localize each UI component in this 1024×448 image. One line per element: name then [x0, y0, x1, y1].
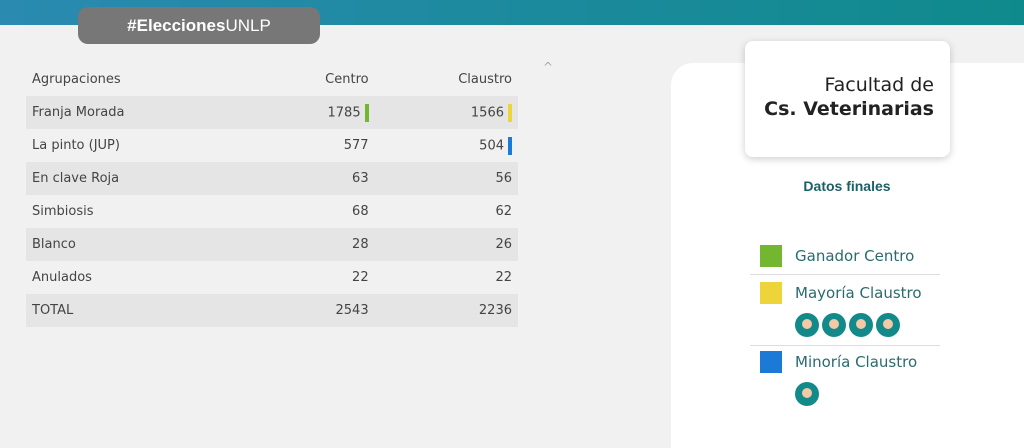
header: Centro	[325, 72, 369, 87]
cell-text: 2236	[478, 303, 512, 318]
cell-text: 1566	[470, 105, 504, 120]
cell: Franja Morada	[26, 96, 254, 129]
cell: Blanco	[26, 228, 254, 261]
table-row: En clave Roja 63 56	[26, 162, 518, 195]
cell-text: Franja Morada	[32, 105, 125, 120]
divider	[750, 345, 940, 346]
cell: 577	[254, 129, 375, 162]
faculty-card: Facultad de Cs. Veterinarias	[745, 41, 950, 157]
indicator	[508, 103, 512, 122]
table-row: TOTAL 2543 2236	[26, 294, 518, 327]
cell-text: 504	[479, 138, 504, 153]
avatars	[795, 382, 819, 406]
faculty-line1: Facultad de	[824, 74, 934, 96]
cell-text: 577	[343, 138, 369, 153]
cell: En clave Roja	[26, 162, 254, 195]
cell-text: TOTAL	[32, 303, 74, 318]
results-table: Agrupaciones Centro Claustro Franja Morada…	[26, 63, 518, 327]
header: Claustro	[458, 72, 512, 87]
cell: Simbiosis	[26, 195, 254, 228]
cell: 63	[253, 162, 375, 195]
table-row: Franja Morada 1785 1566	[26, 96, 518, 129]
cell: Anulados	[26, 261, 254, 294]
sort-caret[interactable]: ^	[543, 60, 554, 74]
cell: 22	[375, 261, 518, 294]
cell: 2236	[374, 294, 518, 327]
legend-label: Mayoría Claustro	[795, 284, 922, 302]
cell: 1785	[253, 96, 375, 129]
cell: 22	[254, 261, 375, 294]
cell: 2543	[253, 294, 375, 327]
cell-text: 22	[495, 270, 512, 285]
table-row: Anulados 22 22	[26, 261, 518, 294]
cell-text: 63	[352, 171, 369, 186]
legend-item: Mayoría Claustro	[750, 282, 940, 342]
avatars	[795, 313, 900, 337]
cell-text: 1785	[327, 105, 361, 120]
table-row: Blanco 28 26	[26, 228, 518, 261]
cell-text: 2543	[335, 303, 369, 318]
table-row: Simbiosis 68 62	[26, 195, 518, 228]
cell: 68	[254, 195, 375, 228]
indicator	[364, 103, 369, 122]
cell-text: Blanco	[32, 237, 76, 252]
cell-text: 62	[495, 204, 512, 219]
cell: 62	[375, 195, 518, 228]
cell: TOTAL	[26, 294, 254, 327]
cell: 26	[374, 228, 518, 261]
tag-regular: UNLP	[225, 16, 271, 35]
divider	[750, 274, 940, 275]
legend-label: Ganador Centro	[795, 247, 915, 265]
legend-label: Minoría Claustro	[795, 353, 918, 371]
cell: 28	[253, 228, 375, 261]
legend-item: Ganador Centro	[750, 245, 940, 275]
cell: 56	[374, 162, 518, 195]
cell-text: 56	[495, 171, 512, 186]
header-row: Agrupaciones Centro Claustro	[26, 63, 518, 96]
hashtag: #EleccionesUNLP	[78, 7, 320, 44]
legend-item: Minoría Claustro	[750, 351, 940, 411]
cell-text: Anulados	[32, 270, 92, 285]
cell-text: La pinto (JUP)	[32, 138, 120, 153]
cell: 504	[375, 129, 518, 162]
cell: La pinto (JUP)	[26, 129, 254, 162]
cell-text: En clave Roja	[32, 171, 120, 186]
cell-text: 68	[352, 204, 369, 219]
cell: 1566	[374, 96, 518, 129]
cell-text: 28	[352, 237, 369, 252]
indicator	[508, 136, 512, 155]
cell-text: Simbiosis	[32, 204, 94, 219]
header: Agrupaciones	[32, 72, 121, 87]
subtitle: Datos finales	[803, 178, 891, 194]
table-row: La pinto (JUP) 577 504	[26, 129, 518, 162]
cell-text: 26	[495, 237, 512, 252]
faculty-line2: Cs. Veterinarias	[764, 98, 934, 120]
tag-bold: #Elecciones	[127, 16, 226, 35]
cell-text: 22	[352, 270, 369, 285]
